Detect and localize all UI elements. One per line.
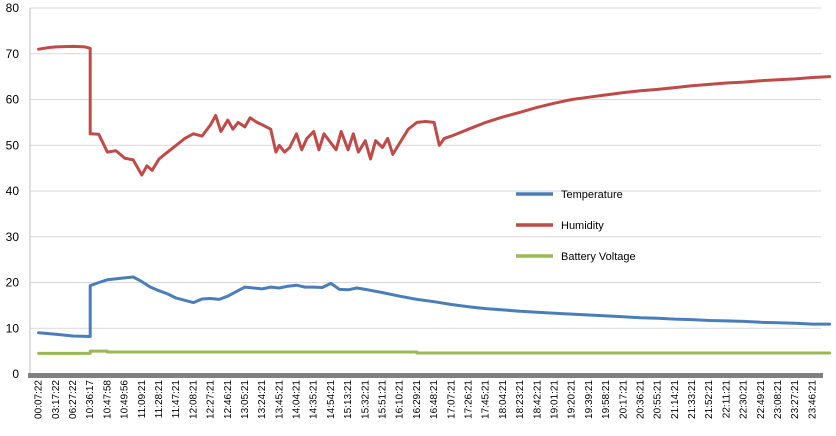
y-tick-label: 50 [6, 138, 20, 152]
x-tick-label: 19:20:21 [567, 380, 578, 419]
x-tick-label: 23:46:21 [807, 380, 818, 419]
x-tick-label: 19:39:21 [584, 380, 595, 419]
x-tick-label: 20:17:21 [618, 380, 629, 419]
x-tick-label: 20:36:21 [635, 380, 646, 419]
x-tick-label: 23:08:21 [773, 380, 784, 419]
x-tick-label: 13:05:21 [240, 380, 251, 419]
x-tick-label: 06:27:22 [68, 380, 79, 419]
x-tick-label: 10:36:17 [85, 380, 96, 419]
x-tick-label: 22:30:21 [739, 380, 750, 419]
x-tick-label: 11:47:21 [171, 380, 182, 419]
x-tick-label: 11:09:21 [137, 380, 148, 419]
y-tick-label: 60 [6, 93, 20, 107]
x-tick-label: 12:27:21 [206, 380, 217, 419]
legend-label: Battery Voltage [561, 251, 636, 263]
x-tick-label: 18:42:21 [532, 380, 543, 419]
series-line-temperature [37, 275, 832, 338]
x-axis-line [28, 373, 823, 378]
series-lines [37, 44, 832, 355]
x-tick-label: 21:14:21 [670, 380, 681, 419]
x-tick-label: 23:27:21 [790, 380, 801, 419]
series-line-battery-voltage [37, 349, 832, 355]
x-tick-label: 22:11:21 [721, 380, 732, 419]
series-line-humidity [37, 44, 832, 177]
x-tick-label: 22:49:21 [756, 380, 767, 419]
x-tick-label: 10:47:58 [102, 380, 113, 419]
x-tick-label: 15:51:21 [378, 380, 389, 419]
x-tick-label: 03:17:22 [51, 380, 62, 419]
x-tick-label: 21:33:21 [687, 380, 698, 419]
x-tick-label: 14:04:21 [292, 380, 303, 419]
x-tick-label: 16:29:21 [412, 380, 423, 419]
x-tick-label: 14:35:21 [309, 380, 320, 419]
x-tick-label: 11:28:21 [154, 380, 165, 419]
x-tick-label: 12:08:21 [188, 380, 199, 419]
y-tick-label: 20 [6, 276, 20, 290]
x-tick-label: 18:23:21 [515, 380, 526, 419]
x-tick-label: 21:52:21 [704, 380, 715, 419]
y-tick-label: 0 [12, 367, 19, 381]
x-tick-label: 17:07:21 [446, 380, 457, 419]
x-tick-label: 15:13:21 [343, 380, 354, 419]
x-tick-label: 16:48:21 [429, 380, 440, 419]
legend: Temperature Humidity Battery Voltage [516, 189, 636, 263]
x-tick-label: 14:54:21 [326, 380, 337, 419]
x-tick-label: 18:04:21 [498, 380, 509, 419]
y-axis: 0 10 20 30 40 50 60 70 80 [6, 1, 31, 381]
y-tick-label: 40 [6, 184, 20, 198]
x-tick-label: 13:24:21 [257, 380, 268, 419]
x-tick-label: 17:26:21 [463, 380, 474, 419]
x-tick-label: 19:01:21 [549, 380, 560, 419]
legend-label: Temperature [561, 189, 623, 201]
x-tick-label: 00:07:22 [34, 380, 45, 419]
x-tick-label: 12:46:21 [223, 380, 234, 419]
gridlines [30, 7, 821, 329]
x-tick-label: 20:55:21 [653, 380, 664, 419]
y-tick-label: 10 [6, 321, 20, 335]
y-tick-label: 70 [6, 47, 20, 61]
x-tick-label: 15:32:21 [360, 380, 371, 419]
x-tick-label: 17:45:21 [481, 380, 492, 419]
x-axis: 00:07:22 03:17:22 06:27:22 10:36:17 10:47:58… [28, 373, 823, 419]
x-tick-label: 10:49:56 [120, 380, 131, 419]
x-tick-label: 19:58:21 [601, 380, 612, 419]
x-tick-label: 16:10:21 [395, 380, 406, 419]
x-tick-label: 13:45:21 [274, 380, 285, 419]
legend-label: Humidity [561, 220, 604, 232]
y-tick-label: 80 [6, 1, 20, 15]
y-tick-label: 30 [6, 230, 20, 244]
